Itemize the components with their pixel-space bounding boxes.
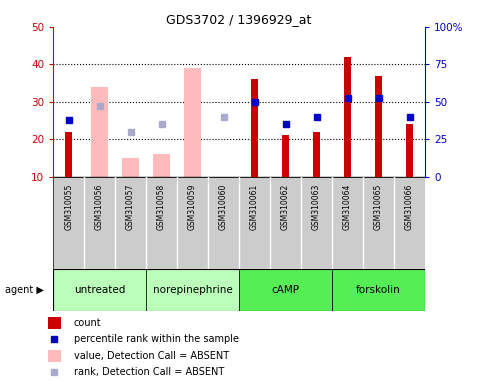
Bar [53, 269, 146, 311]
Text: value, Detection Call = ABSENT: value, Detection Call = ABSENT [74, 351, 229, 361]
Bar [184, 68, 201, 177]
Bar [146, 269, 239, 311]
Bar [48, 350, 61, 362]
Bar [239, 269, 332, 311]
Text: GSM310056: GSM310056 [95, 184, 104, 230]
Text: GSM310063: GSM310063 [312, 184, 321, 230]
Text: agent ▶: agent ▶ [5, 285, 43, 295]
Text: GSM310065: GSM310065 [374, 184, 383, 230]
Text: GSM310057: GSM310057 [126, 184, 135, 230]
Title: GDS3702 / 1396929_at: GDS3702 / 1396929_at [167, 13, 312, 26]
Bar [91, 87, 108, 177]
Text: GSM310062: GSM310062 [281, 184, 290, 230]
Text: count: count [74, 318, 101, 328]
Bar [251, 79, 258, 177]
Bar [313, 132, 320, 177]
Text: GSM310060: GSM310060 [219, 184, 228, 230]
Text: GSM310066: GSM310066 [405, 184, 414, 230]
Bar [153, 154, 170, 177]
Text: cAMP: cAMP [271, 285, 299, 295]
Text: percentile rank within the sample: percentile rank within the sample [74, 334, 239, 344]
Bar [48, 317, 61, 329]
Text: rank, Detection Call = ABSENT: rank, Detection Call = ABSENT [74, 367, 224, 377]
Bar [122, 158, 139, 177]
Text: forskolin: forskolin [356, 285, 401, 295]
Text: GSM310064: GSM310064 [343, 184, 352, 230]
Bar [332, 269, 425, 311]
Text: norepinephrine: norepinephrine [153, 285, 232, 295]
Bar [282, 136, 289, 177]
Text: untreated: untreated [74, 285, 125, 295]
Text: GSM310055: GSM310055 [64, 184, 73, 230]
Text: GSM310058: GSM310058 [157, 184, 166, 230]
Bar [406, 124, 413, 177]
Text: GSM310061: GSM310061 [250, 184, 259, 230]
Text: GSM310059: GSM310059 [188, 184, 197, 230]
Bar [65, 132, 72, 177]
Bar [375, 76, 382, 177]
Bar [344, 57, 351, 177]
